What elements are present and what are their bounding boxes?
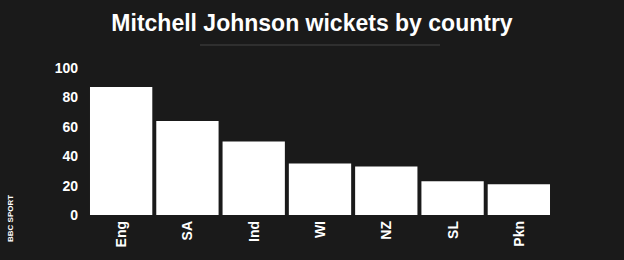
svg-text:SL: SL xyxy=(445,221,461,239)
svg-text:Mitchell Johnson wickets by co: Mitchell Johnson wickets by country xyxy=(111,10,513,36)
svg-text:Pkn: Pkn xyxy=(511,221,527,247)
svg-text:NZ: NZ xyxy=(378,221,394,240)
svg-text:60: 60 xyxy=(62,119,78,135)
svg-text:Ind: Ind xyxy=(246,221,262,242)
svg-text:0: 0 xyxy=(70,207,78,223)
svg-text:WI: WI xyxy=(312,221,328,238)
svg-text:SA: SA xyxy=(179,221,195,240)
svg-text:Eng: Eng xyxy=(113,221,129,247)
svg-text:80: 80 xyxy=(62,89,78,105)
svg-text:40: 40 xyxy=(62,148,78,164)
svg-text:100: 100 xyxy=(55,60,79,76)
svg-text:BBC SPORT: BBC SPORT xyxy=(6,195,15,242)
svg-text:20: 20 xyxy=(62,178,78,194)
